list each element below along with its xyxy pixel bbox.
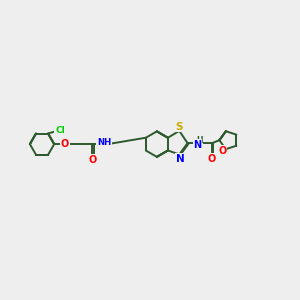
Text: O: O (61, 139, 69, 149)
Text: O: O (218, 146, 226, 156)
Text: S: S (176, 122, 183, 131)
Text: Cl: Cl (55, 126, 65, 135)
Text: N: N (176, 154, 185, 164)
Text: H: H (196, 136, 202, 145)
Text: NH: NH (97, 138, 111, 147)
Text: O: O (88, 155, 97, 165)
Text: O: O (208, 154, 216, 164)
Text: N: N (194, 140, 202, 150)
